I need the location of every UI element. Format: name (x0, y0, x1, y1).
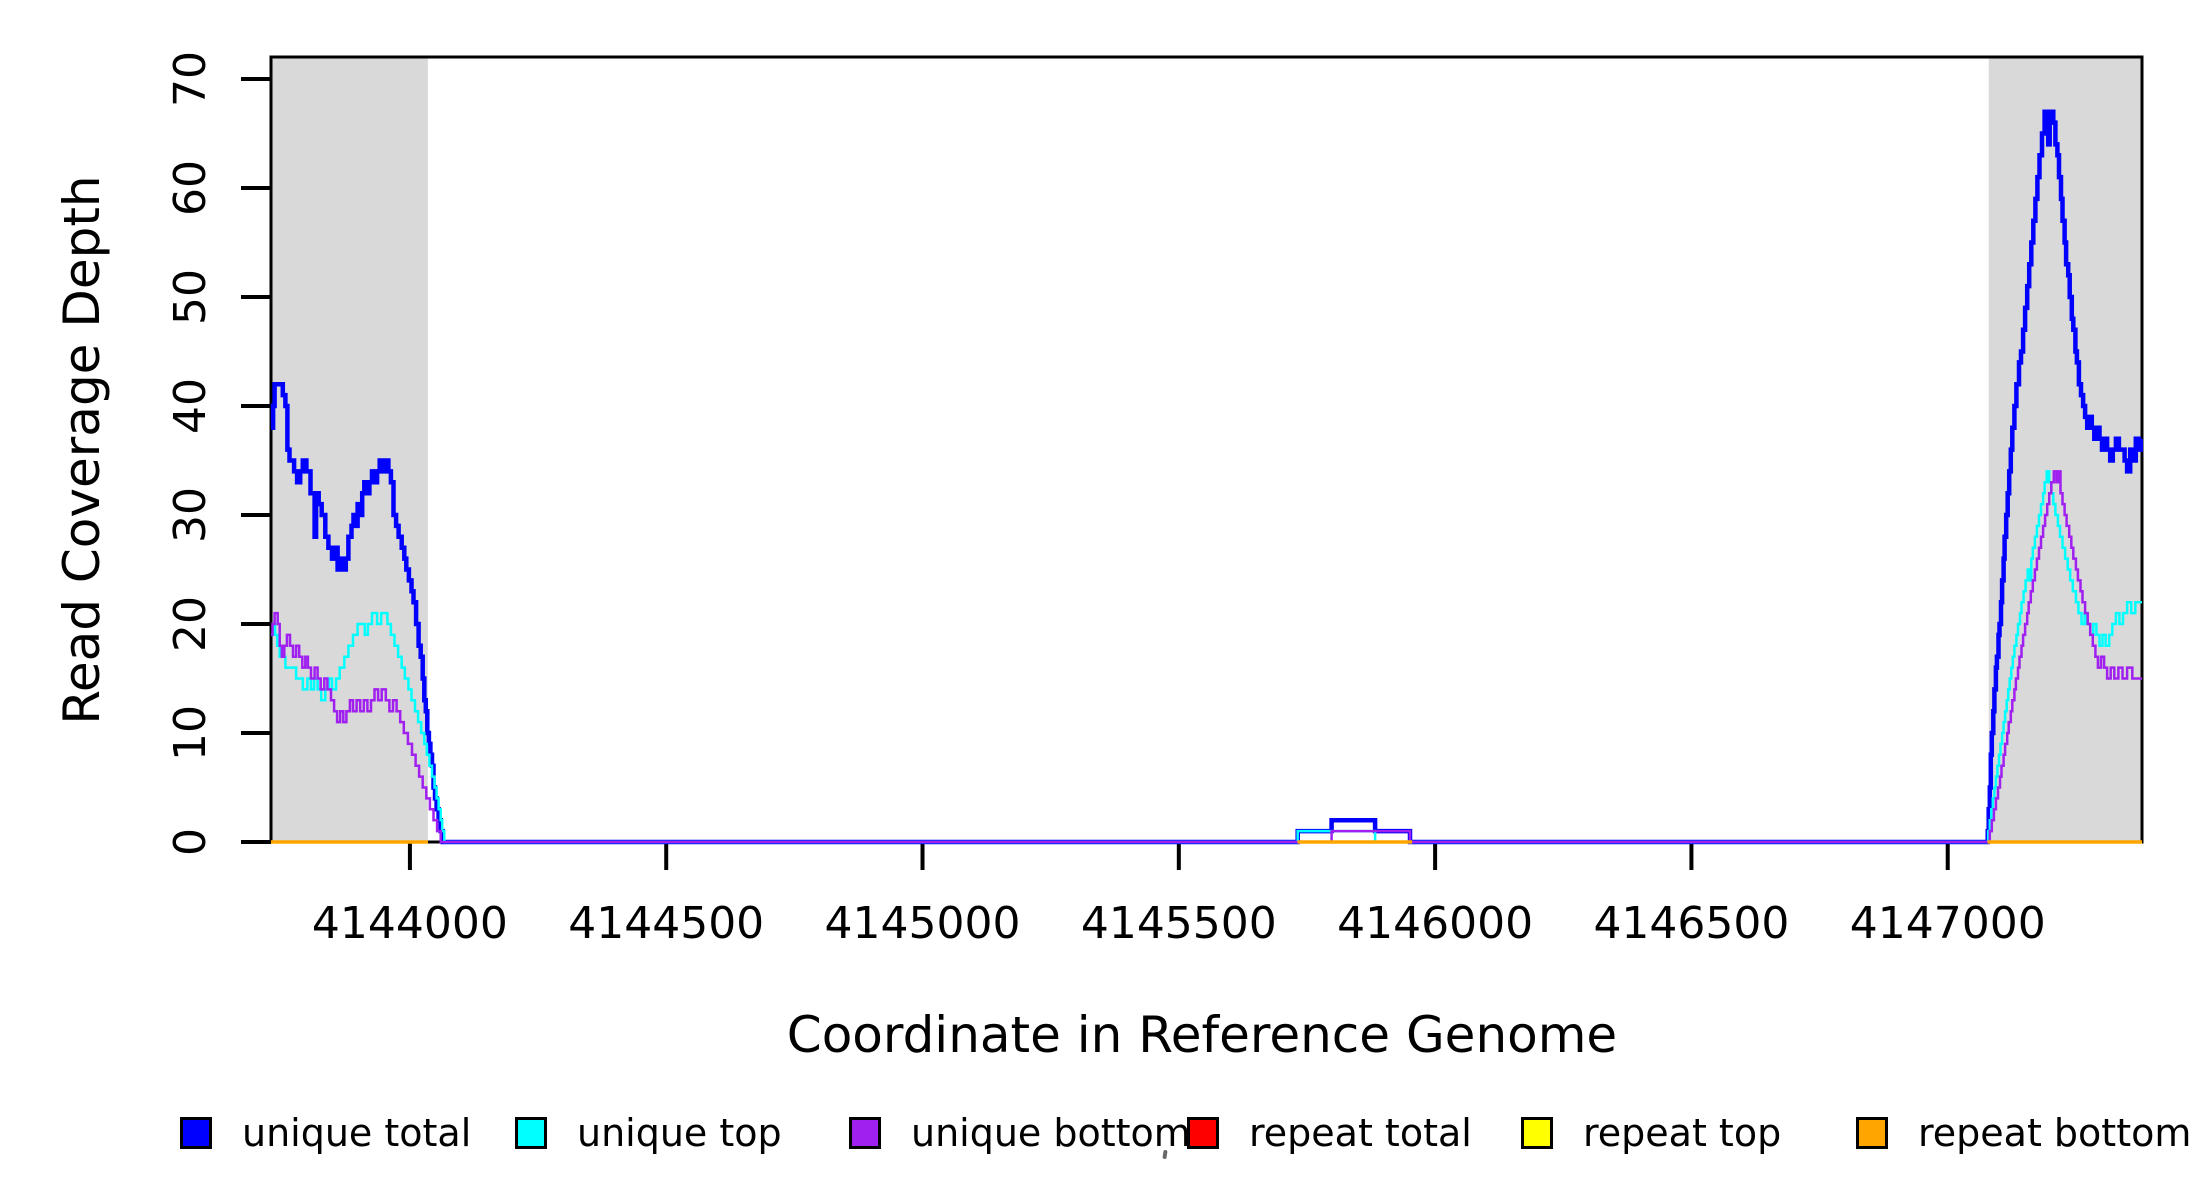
legend-label: unique top (577, 1111, 782, 1155)
x-tick-label: 4144500 (568, 898, 764, 949)
legend-item-unique-bottom: unique bottom (849, 1111, 1191, 1155)
x-tick-label: 4146500 (1593, 898, 1789, 949)
legend-item-repeat-total: repeat total (1187, 1111, 1472, 1155)
legend-item-unique-top: unique top (515, 1111, 782, 1155)
y-tick-label: 30 (165, 487, 216, 543)
series-group (270, 109, 2143, 845)
series-unique-total (270, 109, 2143, 845)
series-unique-top (271, 470, 2142, 844)
legend-item-unique-total: unique total (180, 1111, 471, 1155)
x-tick-label: 4145500 (1081, 898, 1277, 949)
legend-swatch-repeat-bottom (1856, 1117, 1888, 1149)
x-axis-title: Coordinate in Reference Genome (787, 1006, 1617, 1064)
legend-swatch-unique-total (180, 1117, 212, 1149)
legend-item-repeat-top: repeat top (1521, 1111, 1781, 1155)
legend-label: unique bottom (911, 1111, 1191, 1155)
y-tick-label: 0 (165, 828, 216, 856)
x-tick-label: 4147000 (1850, 898, 2046, 949)
y-tick-label: 40 (165, 378, 216, 434)
y-tick-label: 60 (165, 160, 216, 216)
legend-swatch-unique-top (515, 1117, 547, 1149)
y-tick-label: 20 (165, 596, 216, 652)
y-tick-label: 70 (165, 51, 216, 107)
series-unique-bottom (271, 470, 2142, 844)
legend-swatch-repeat-top (1521, 1117, 1553, 1149)
legend-label: unique total (242, 1111, 472, 1155)
legend-swatch-unique-bottom (849, 1117, 881, 1149)
plot-border (269, 55, 2144, 844)
legend-label: repeat bottom (1918, 1111, 2192, 1155)
x-tick-label: 4145000 (825, 898, 1021, 949)
y-axis-title: Read Coverage Depth (53, 175, 111, 724)
y-tick-label: 10 (165, 705, 216, 761)
legend-label: repeat top (1583, 1111, 1782, 1155)
x-tick-label: 4144000 (312, 898, 508, 949)
legend-item-repeat-bottom: repeat bottom (1856, 1111, 2191, 1155)
x-tick-label: 4146000 (1337, 898, 1533, 949)
legend-label: repeat total (1249, 1111, 1472, 1155)
legend-swatch-repeat-total (1187, 1117, 1219, 1149)
y-tick-label: 50 (165, 269, 216, 325)
